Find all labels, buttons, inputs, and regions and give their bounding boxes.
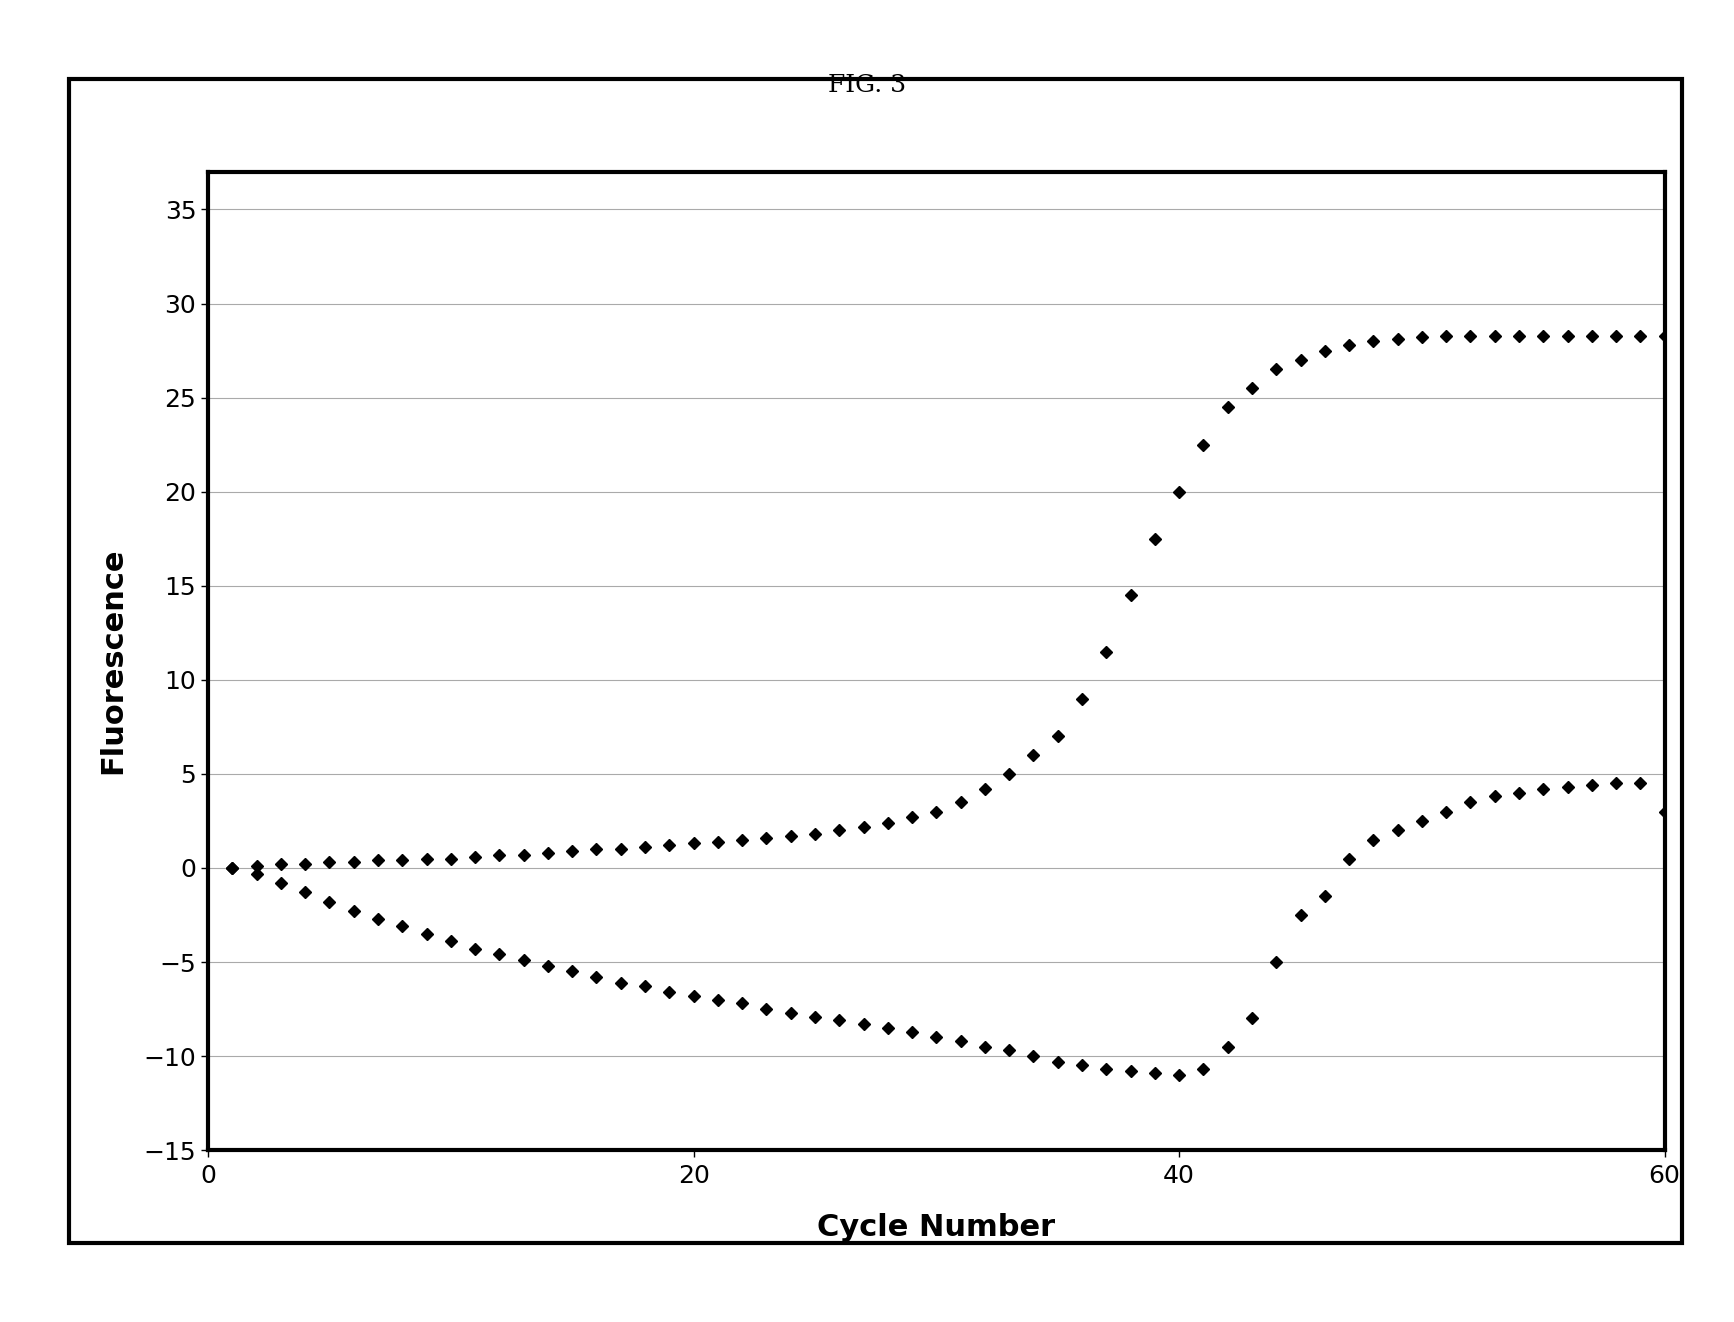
X-axis label: Cycle Number: Cycle Number (817, 1214, 1056, 1243)
Text: FIG. 3: FIG. 3 (827, 74, 907, 98)
Y-axis label: Fluorescence: Fluorescence (97, 547, 127, 775)
